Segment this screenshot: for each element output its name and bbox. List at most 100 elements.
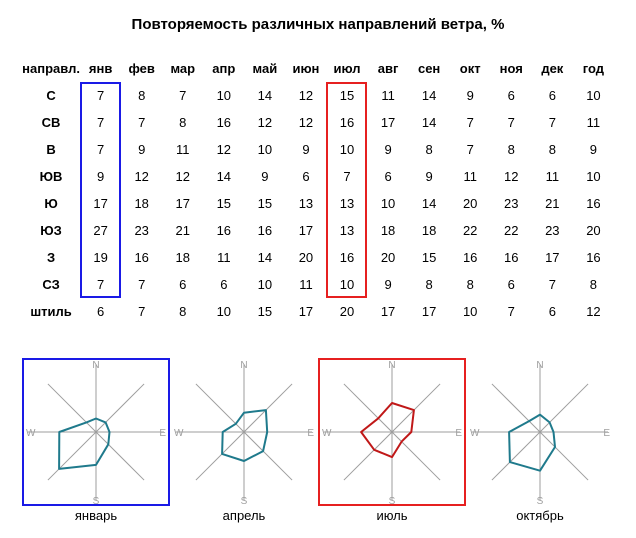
table-cell: 15 (203, 190, 244, 217)
table-cell: 18 (409, 217, 450, 244)
table-cell: 20 (450, 190, 491, 217)
table-cell: 9 (409, 163, 450, 190)
compass-label-s: S (93, 496, 100, 506)
table-cell: 15 (326, 82, 367, 109)
table-cell: 18 (162, 244, 203, 271)
table-cell: 21 (532, 190, 573, 217)
table-cell: 9 (244, 163, 285, 190)
table-cell: 6 (80, 298, 121, 325)
table-cell: 14 (203, 163, 244, 190)
compass-label-n: N (536, 360, 543, 371)
row-header-direction: СВ (22, 109, 80, 136)
wind-rose-svg: NSEW (170, 358, 318, 506)
table-cell: 16 (203, 109, 244, 136)
table-cell: 12 (285, 82, 326, 109)
table-cell: 14 (409, 82, 450, 109)
table-cell: 17 (368, 298, 409, 325)
table-cell: 18 (368, 217, 409, 244)
table-cell: 16 (121, 244, 162, 271)
table-cell: 9 (573, 136, 614, 163)
table-cell: 10 (326, 136, 367, 163)
table-cell: 7 (450, 109, 491, 136)
col-header: июл (326, 55, 367, 82)
table-cell: 6 (368, 163, 409, 190)
row-header-direction: Ю (22, 190, 80, 217)
table-cell: 6 (532, 298, 573, 325)
table-cell: 7 (162, 82, 203, 109)
table-cell: 8 (409, 271, 450, 298)
table-cell: 16 (244, 217, 285, 244)
table-cell: 17 (285, 298, 326, 325)
table-cell: 10 (203, 82, 244, 109)
compass-label-e: E (159, 428, 166, 439)
wind-rose-panel: NSEWиюль (318, 358, 466, 528)
table-cell: 20 (326, 298, 367, 325)
table-cell: 11 (368, 82, 409, 109)
table-cell: 16 (326, 109, 367, 136)
table-cell: 8 (409, 136, 450, 163)
compass-label-s: S (389, 496, 396, 506)
wind-rose-polygon (361, 403, 414, 457)
table-cell: 8 (573, 271, 614, 298)
compass-label-n: N (388, 360, 395, 371)
col-header: июн (285, 55, 326, 82)
rose-month-label: апрель (170, 508, 318, 523)
table-cell: 14 (409, 190, 450, 217)
table-cell: 8 (162, 298, 203, 325)
wind-rose-polygon (509, 415, 555, 471)
table-cell: 7 (532, 271, 573, 298)
compass-label-e: E (455, 428, 462, 439)
table-cell: 11 (203, 244, 244, 271)
table-cell: 22 (491, 217, 532, 244)
rose-month-label: январь (22, 508, 170, 523)
table-cell: 12 (491, 163, 532, 190)
table-cell: 10 (203, 298, 244, 325)
table-cell: 6 (532, 82, 573, 109)
table-cell: 16 (491, 244, 532, 271)
table-cell: 7 (121, 109, 162, 136)
table-cell: 15 (244, 298, 285, 325)
table-row: Ю17181715151313101420232116 (22, 190, 614, 217)
table-cell: 23 (532, 217, 573, 244)
compass-label-w: W (174, 428, 184, 439)
table-cell: 7 (532, 109, 573, 136)
compass-label-s: S (537, 496, 544, 506)
table-cell: 11 (573, 109, 614, 136)
col-header: ноя (491, 55, 532, 82)
col-header: апр (203, 55, 244, 82)
table-cell: 10 (450, 298, 491, 325)
wind-rose-panel: NSEWоктябрь (466, 358, 614, 528)
table-cell: 11 (532, 163, 573, 190)
table-cell: 9 (80, 163, 121, 190)
table-cell: 9 (450, 82, 491, 109)
table-cell: 6 (491, 82, 532, 109)
table-cell: 9 (368, 271, 409, 298)
table-cell: 7 (491, 298, 532, 325)
compass-label-e: E (603, 428, 610, 439)
table-row: СЗ7766101110988678 (22, 271, 614, 298)
table-cell: 27 (80, 217, 121, 244)
table-cell: 20 (573, 217, 614, 244)
table-header-row: направл.янвфевмарапрмайиюниюлавгсеноктно… (22, 55, 614, 82)
table-row: З19161811142016201516161716 (22, 244, 614, 271)
table-cell: 11 (450, 163, 491, 190)
table-cell: 11 (285, 271, 326, 298)
table-cell: 6 (491, 271, 532, 298)
compass-label-n: N (240, 360, 247, 371)
table-cell: 10 (368, 190, 409, 217)
col-header: дек (532, 55, 573, 82)
table-cell: 7 (80, 136, 121, 163)
wind-rose-svg: NSEW (466, 358, 614, 506)
table-cell: 17 (368, 109, 409, 136)
table-cell: 13 (285, 190, 326, 217)
table-cell: 12 (203, 136, 244, 163)
table-cell: 14 (244, 244, 285, 271)
rose-month-label: июль (318, 508, 466, 523)
table-cell: 13 (326, 190, 367, 217)
table-cell: 8 (491, 136, 532, 163)
table-cell: 6 (285, 163, 326, 190)
table-cell: 12 (285, 109, 326, 136)
table-cell: 10 (573, 82, 614, 109)
table-cell: 23 (121, 217, 162, 244)
table-cell: 17 (162, 190, 203, 217)
